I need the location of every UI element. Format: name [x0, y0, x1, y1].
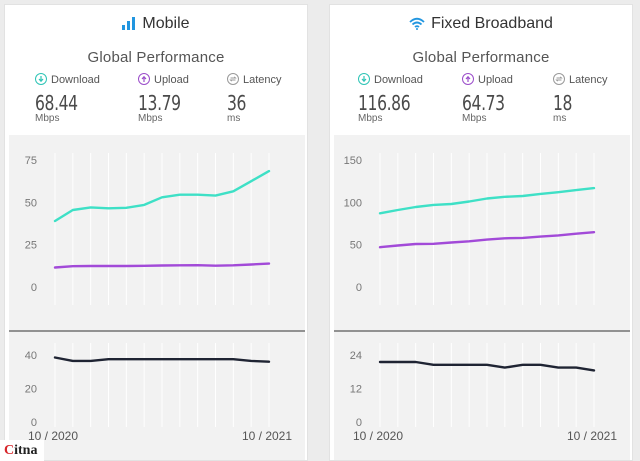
upload-icon — [462, 73, 474, 85]
mobile-panel: Mobile Global Performance Download 68.44… — [4, 4, 308, 461]
fixed-title-text: Fixed Broadband — [431, 15, 553, 32]
mobile-xtick-label-start: 10 / 2020 — [28, 429, 78, 443]
mobile-subtitle: Global Performance — [87, 49, 225, 66]
mobile-chart-area: 0 25 50 75 0 20 40 10 / 2020 10 / 2021 — [9, 135, 305, 460]
upload-label: Upload — [154, 74, 189, 86]
upload-icon — [138, 73, 150, 85]
mobile-latency-line — [53, 356, 271, 363]
mobile-top-ytick-label: 50 — [25, 197, 37, 209]
fixed-xtick-label-end: 10 / 2021 — [567, 429, 617, 443]
fixed-top-ytick-label: 100 — [344, 197, 362, 209]
mobile-download-line — [53, 169, 271, 223]
fixed-chart-area: 0 50 100 150 0 12 24 10 / 2020 10 / 2021 — [334, 135, 630, 460]
wifi-icon — [409, 17, 425, 30]
mobile-bottom-ytick-label: 0 — [31, 417, 37, 429]
fixed-download-value: 116.86 — [358, 91, 411, 115]
mobile-bottom-ytick-label: 20 — [25, 384, 37, 396]
mobile-upload-line — [53, 262, 271, 269]
mobile-xtick-label-end: 10 / 2021 — [242, 429, 292, 443]
citna-logo: Citna — [0, 440, 44, 461]
fixed-download-unit: Mbps — [358, 113, 383, 124]
fixed-xtick-label-start: 10 / 2020 — [353, 429, 403, 443]
mobile-latency-metric: Latency 36 ms — [227, 73, 282, 124]
fixed-upload-value: 64.73 — [462, 91, 505, 115]
fixed-top-ytick-label: 150 — [344, 155, 362, 167]
fixed-subtitle: Global Performance — [412, 49, 550, 66]
mobile-download-metric: Download 68.44 Mbps — [35, 73, 100, 124]
latency-icon — [553, 73, 565, 85]
fixed-latency-unit: ms — [553, 113, 567, 124]
fixed-top-ytick-label: 0 — [356, 282, 362, 294]
fixed-download-line — [378, 186, 596, 215]
mobile-latency-value: 36 — [227, 91, 247, 115]
mobile-title-text: Mobile — [142, 15, 190, 32]
fixed-latency-value: 18 — [553, 91, 573, 115]
download-label: Download — [374, 74, 423, 86]
fixed-top-ytick-label: 50 — [350, 240, 362, 252]
fixed-latency-line — [378, 360, 596, 372]
fixed-download-metric: Download 116.86 Mbps — [358, 73, 425, 124]
mobile-chart-svg: 0 25 50 75 0 20 40 10 / 2020 10 / 2021 — [9, 153, 305, 443]
latency-icon — [227, 73, 239, 85]
fixed-bottom-ytick-label: 0 — [356, 417, 362, 429]
upload-label: Upload — [478, 74, 513, 86]
fixed-upload-unit: Mbps — [462, 113, 487, 124]
fixed-chart-svg: 0 50 100 150 0 12 24 10 / 2020 10 / 2021 — [334, 153, 630, 443]
fixed-bottom-ytick-label: 12 — [350, 384, 362, 396]
fixed-latency-metric: Latency 18 ms — [553, 73, 608, 124]
fixed-panel: Fixed Broadband Global Performance Downl… — [329, 4, 633, 461]
mobile-latency-unit: ms — [227, 113, 241, 124]
mobile-bottom-ytick-label: 40 — [25, 350, 37, 362]
mobile-top-ytick-label: 25 — [25, 240, 37, 252]
mobile-download-unit: Mbps — [35, 113, 60, 124]
latency-label: Latency — [243, 74, 282, 86]
signal-bars-icon — [122, 17, 136, 30]
mobile-top-ytick-label: 75 — [25, 155, 37, 167]
mobile-upload-metric: Upload 13.79 Mbps — [138, 73, 193, 124]
mobile-upload-unit: Mbps — [138, 113, 163, 124]
latency-label: Latency — [569, 74, 608, 86]
mobile-download-value: 68.44 — [35, 91, 78, 115]
mobile-upload-value: 13.79 — [138, 91, 181, 115]
mobile-top-ytick-label: 0 — [31, 282, 37, 294]
fixed-upload-metric: Upload 64.73 Mbps — [462, 73, 517, 124]
mobile-title: Mobile — [5, 15, 307, 33]
download-label: Download — [51, 74, 100, 86]
download-icon — [35, 73, 47, 85]
fixed-upload-line — [378, 230, 596, 249]
download-icon — [358, 73, 370, 85]
fixed-bottom-ytick-label: 24 — [350, 350, 362, 362]
fixed-title: Fixed Broadband — [330, 15, 632, 33]
